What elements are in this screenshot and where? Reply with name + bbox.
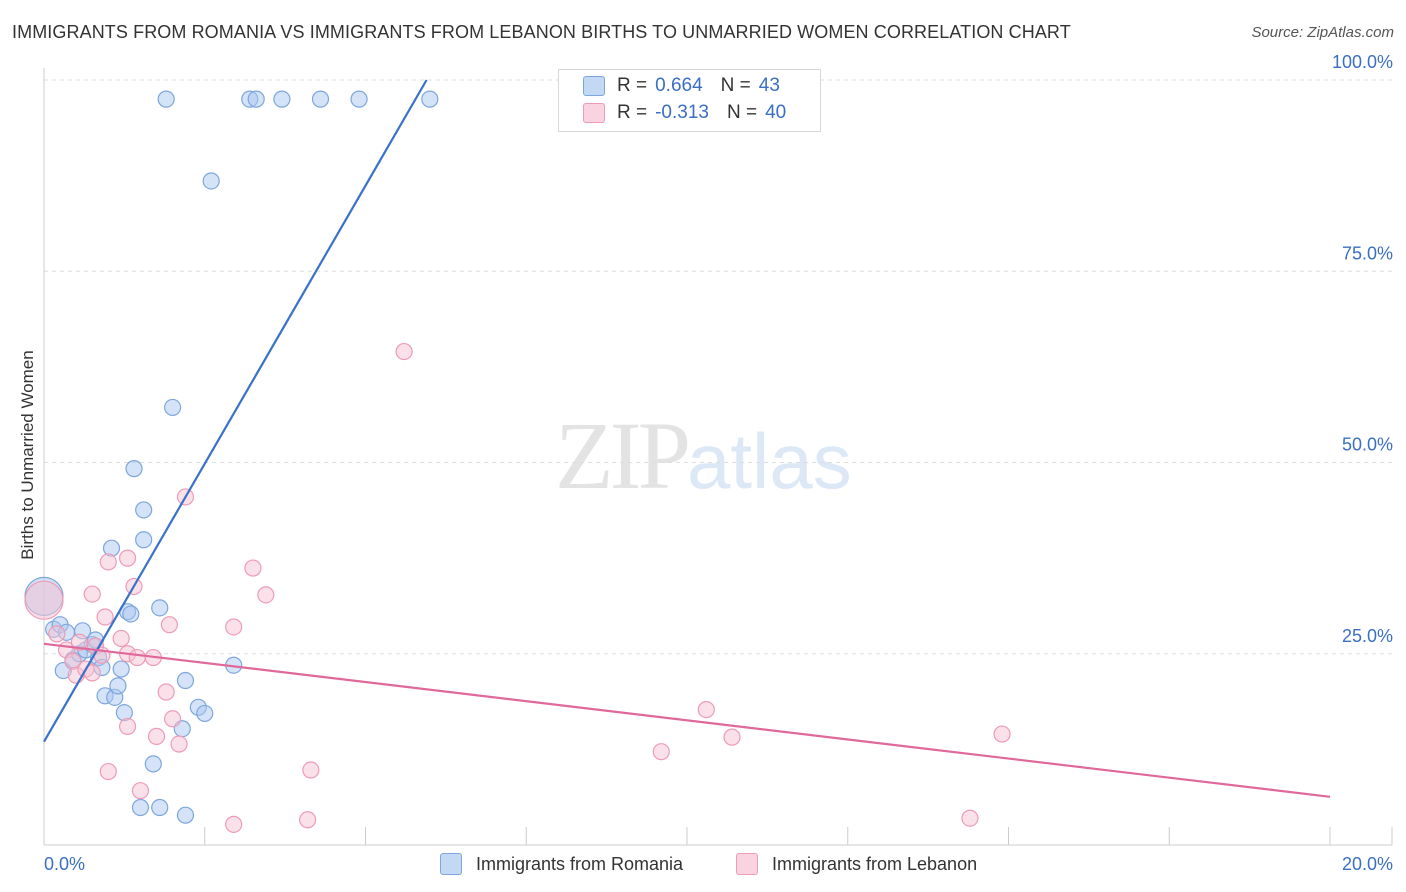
romania-point	[157, 90, 175, 108]
lebanon-point	[961, 809, 979, 827]
lebanon-point	[652, 743, 670, 761]
legend-n-label: N =	[720, 75, 751, 96]
romania-point	[112, 660, 130, 678]
legend-n-value: 40	[765, 102, 787, 123]
romania-point	[144, 755, 162, 773]
lebanon-point	[147, 727, 166, 745]
romania-point	[151, 599, 169, 617]
watermark-zip: ZIP	[555, 402, 691, 509]
romania-trend-line	[43, 79, 428, 743]
romania-point	[109, 677, 127, 695]
legend-r-value: -0.313	[655, 102, 709, 123]
lebanon-point	[112, 629, 130, 648]
correlation-legend: R = 0.664 N = 43 R = -0.313 N = 40	[558, 69, 821, 132]
romania-point	[247, 90, 265, 108]
y-tick-label: 50.0%	[1342, 435, 1393, 455]
y-tick-label: 100.0%	[1332, 52, 1393, 72]
chart-title: IMMIGRANTS FROM ROMANIA VS IMMIGRANTS FR…	[12, 22, 1071, 42]
lebanon-point	[225, 815, 243, 833]
romania-point	[350, 90, 368, 108]
lebanon-point	[24, 580, 64, 620]
series-swatch-romania	[440, 853, 462, 875]
romania-point	[125, 460, 143, 478]
lebanon-point	[257, 586, 275, 604]
romania-point	[176, 806, 195, 824]
x-tick-label: 0.0%	[44, 854, 85, 874]
series-swatch-lebanon	[736, 853, 758, 875]
legend-n-label: N =	[726, 102, 758, 123]
romania-point	[122, 605, 140, 623]
y-tick-label: 75.0%	[1342, 243, 1393, 263]
lebanon-point	[83, 585, 101, 603]
lebanon-point	[157, 683, 175, 701]
lebanon-point	[164, 710, 182, 728]
lebanon-point	[118, 717, 137, 736]
romania-point	[164, 398, 182, 417]
lebanon-point	[118, 549, 137, 567]
legend-r-label: R =	[617, 102, 648, 123]
lebanon-point	[302, 761, 320, 779]
lebanon-point	[299, 811, 317, 829]
romania-point	[135, 531, 153, 549]
lebanon-point	[99, 553, 117, 571]
romania-point	[196, 704, 214, 723]
legend-r-label: R =	[617, 75, 648, 96]
lebanon-point	[723, 728, 741, 746]
y-tick-label: 25.0%	[1342, 626, 1393, 646]
romania-point	[421, 90, 439, 108]
lebanon-point	[128, 648, 146, 667]
watermark-atlas: atlas	[687, 417, 852, 505]
romania-point	[202, 172, 220, 190]
series-label-lebanon: Immigrants from Lebanon	[772, 853, 978, 874]
romania-point	[311, 90, 330, 108]
lebanon-point	[395, 342, 413, 361]
lebanon-point	[70, 633, 88, 651]
lebanon-point	[170, 735, 188, 753]
legend-swatch-romania	[583, 76, 605, 96]
lebanon-point	[96, 608, 114, 626]
lebanon-point	[244, 559, 262, 577]
legend-swatch-lebanon	[583, 103, 605, 123]
legend-row-lebanon: R = -0.313 N = 40	[583, 101, 786, 125]
lebanon-trend-line	[43, 642, 1331, 798]
lebanon-point	[48, 625, 66, 643]
series-label-romania: Immigrants from Romania	[476, 853, 684, 874]
chart-source: Source: ZipAtlas.com	[1251, 24, 1394, 41]
romania-point	[151, 798, 169, 817]
lebanon-point	[160, 616, 178, 634]
legend-n-value: 43	[758, 75, 780, 96]
series-legend-romania: Immigrants from Romania	[440, 852, 683, 876]
x-tick-label: 20.0%	[1342, 854, 1393, 874]
romania-point	[135, 501, 153, 519]
watermark: ZIPatlas	[555, 400, 852, 511]
lebanon-point	[99, 762, 117, 781]
lebanon-point	[993, 725, 1011, 743]
romania-point	[273, 90, 291, 108]
lebanon-point	[697, 700, 715, 719]
romania-point	[176, 671, 195, 690]
legend-r-value: 0.664	[655, 75, 703, 96]
romania-point	[131, 798, 150, 817]
series-legend-lebanon: Immigrants from Lebanon	[736, 852, 977, 876]
legend-row-romania: R = 0.664 N = 43	[583, 74, 780, 98]
lebanon-point	[131, 782, 150, 800]
lebanon-point	[225, 618, 243, 636]
